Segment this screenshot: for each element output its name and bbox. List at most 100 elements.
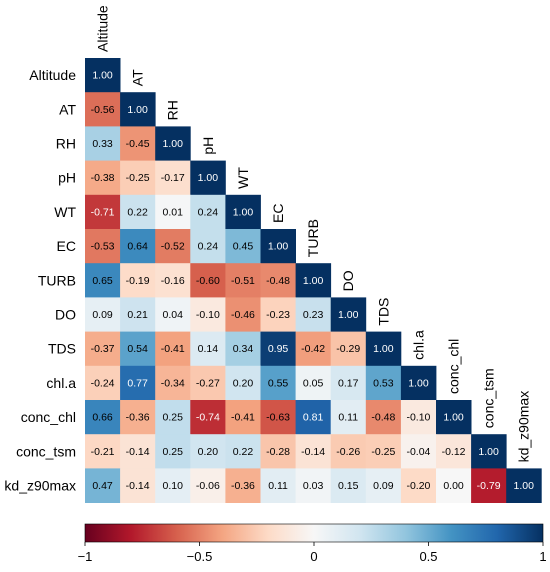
- cell-value-label: -0.26: [336, 446, 360, 458]
- heatmap-cell: [225, 365, 261, 401]
- cell-value-label: -0.41: [161, 343, 185, 355]
- heatmap-cell: [85, 297, 121, 332]
- heatmap-cell: [120, 263, 156, 298]
- cell-value-label: -0.17: [161, 172, 185, 184]
- row-label: EC: [57, 238, 76, 254]
- cell-value-label: 0.23: [303, 309, 324, 321]
- heatmap-cell: [120, 400, 156, 435]
- heatmap-cell: [85, 400, 121, 435]
- row-label: pH: [58, 170, 76, 186]
- row-label: TDS: [48, 341, 76, 357]
- column-label: DO: [340, 270, 356, 291]
- row-label: chl.a: [46, 375, 76, 391]
- heatmap-cell: [155, 400, 191, 435]
- cell-value-label: -0.19: [126, 275, 150, 287]
- heatmap-cell: [155, 126, 191, 161]
- cell-value-label: -0.29: [336, 343, 360, 355]
- cell-value-label: -0.71: [91, 206, 115, 218]
- heatmap-cell: [295, 468, 332, 503]
- heatmap-cell: [295, 400, 332, 435]
- heatmap-cell: [155, 331, 191, 367]
- cell-value-label: -0.14: [126, 446, 150, 458]
- cell-value-label: 1.00: [373, 343, 394, 355]
- heatmap-cell: [260, 365, 296, 401]
- heatmap-cell: [225, 468, 261, 503]
- cell-value-label: -0.52: [161, 241, 185, 253]
- cell-value-label: 0.77: [127, 377, 148, 389]
- heatmap-cells: 1.00 -0.56 1.00 0.33 -0.45 1.00 -0.38 -0.25 -0.1…: [85, 58, 542, 503]
- colorbar: −1 −0.5 0 0.5 1: [78, 523, 547, 564]
- cell-value-label: -0.20: [406, 480, 430, 492]
- colorbar-gradient: [84, 523, 544, 543]
- cell-value-label: 0.05: [303, 377, 324, 389]
- heatmap-cell: [260, 263, 296, 298]
- row-labels: Altitude AT RH pH WT EC TURB DO TDS chl.a conc_chl…: [4, 67, 76, 493]
- cell-value-label: -0.48: [371, 412, 395, 424]
- heatmap-cell: [120, 331, 156, 367]
- cell-value-label: -0.25: [126, 172, 150, 184]
- colorbar-tick-label: 0.5: [419, 549, 437, 564]
- heatmap-cell: [120, 468, 156, 503]
- heatmap-cell: [85, 92, 121, 127]
- heatmap-cell: [365, 365, 402, 401]
- heatmap-cell: [190, 400, 226, 435]
- heatmap-cell: [120, 160, 156, 196]
- column-label: conc_chl: [446, 339, 462, 394]
- row-label: TURB: [38, 272, 76, 288]
- column-label: TURB: [305, 219, 321, 257]
- heatmap-cell: [190, 434, 226, 469]
- heatmap-cell: [120, 194, 156, 230]
- heatmap-cell: [295, 331, 332, 367]
- cell-value-label: 0.24: [198, 241, 219, 253]
- heatmap-cell: [295, 434, 332, 469]
- cell-value-label: 1.00: [408, 377, 429, 389]
- heatmap-cell: [85, 331, 121, 367]
- cell-value-label: 1.00: [478, 446, 499, 458]
- cell-value-label: -0.23: [266, 309, 290, 321]
- column-label: chl.a: [410, 330, 426, 360]
- row-label: RH: [56, 136, 76, 152]
- heatmap-cell: [225, 331, 261, 367]
- heatmap-cell: [190, 229, 226, 264]
- heatmap-cell: [365, 468, 402, 503]
- heatmap-cell: [365, 400, 402, 435]
- cell-value-label: 0.01: [163, 206, 184, 218]
- column-label: conc_tsm: [481, 368, 497, 428]
- cell-value-label: 0.54: [127, 343, 148, 355]
- heatmap-cell: [225, 263, 261, 298]
- heatmap-cell: [330, 365, 367, 401]
- heatmap-cell: [330, 434, 367, 469]
- cell-value-label: 1.00: [268, 241, 289, 253]
- cell-value-label: 0.25: [163, 446, 184, 458]
- heatmap-cell: [155, 229, 191, 264]
- heatmap-cell: [260, 297, 296, 332]
- heatmap-cell: [436, 400, 472, 435]
- heatmap-cell: [155, 194, 191, 230]
- colorbar-tick-label: −0.5: [187, 549, 213, 564]
- cell-value-label: -0.25: [371, 446, 395, 458]
- heatmap-cell: [365, 434, 402, 469]
- heatmap-cell: [190, 194, 226, 230]
- column-label: RH: [165, 100, 181, 120]
- cell-value-label: -0.63: [266, 412, 290, 424]
- heatmap-cell: [400, 400, 437, 435]
- cell-value-label: 0.24: [198, 206, 219, 218]
- heatmap-cell: [155, 365, 191, 401]
- row-label: DO: [55, 307, 76, 323]
- heatmap-cell: [190, 365, 226, 401]
- cell-value-label: 0.81: [303, 412, 324, 424]
- heatmap-cell: [120, 92, 156, 127]
- cell-value-label: 0.15: [338, 480, 359, 492]
- cell-value-label: 0.22: [233, 446, 254, 458]
- row-label: kd_z90max: [4, 478, 76, 494]
- row-label: WT: [54, 204, 76, 220]
- heatmap-cell: [85, 58, 121, 93]
- cell-value-label: -0.04: [406, 446, 430, 458]
- heatmap-cell: [190, 468, 226, 503]
- cell-value-label: 1.00: [163, 138, 184, 150]
- cell-value-label: -0.41: [231, 412, 255, 424]
- heatmap-cell: [190, 160, 226, 196]
- cell-value-label: -0.27: [196, 377, 220, 389]
- cell-value-label: -0.45: [126, 138, 150, 150]
- cell-value-label: -0.34: [161, 377, 185, 389]
